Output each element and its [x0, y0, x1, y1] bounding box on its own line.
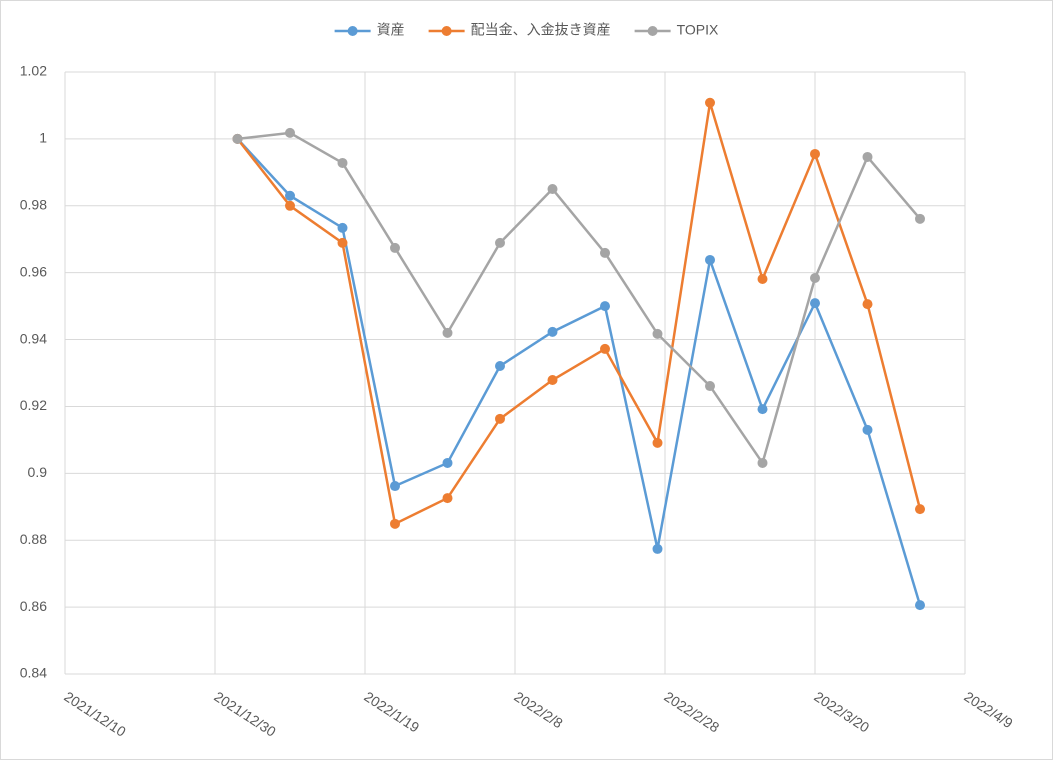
- data-point: [495, 237, 505, 248]
- data-point: [337, 157, 348, 168]
- y-tick-label: 0.84: [20, 665, 47, 681]
- data-point: [390, 242, 400, 253]
- data-point: [652, 328, 663, 339]
- data-point: [652, 543, 663, 554]
- y-tick-label: 1: [39, 130, 47, 146]
- data-point: [915, 600, 925, 611]
- y-tick-label: 0.96: [20, 263, 47, 279]
- data-point: [600, 343, 610, 354]
- legend-marker: [347, 26, 358, 36]
- data-point: [915, 213, 925, 224]
- legend-item: TOPIX: [634, 22, 719, 38]
- data-point: [390, 481, 400, 492]
- legend: 資産 配当金、入金抜き資産 TOPIX: [334, 22, 719, 38]
- data-point: [390, 518, 400, 529]
- data-point: [285, 190, 295, 201]
- data-point: [810, 298, 820, 309]
- legend-item: 資産: [334, 22, 405, 38]
- data-point: [862, 151, 873, 162]
- legend-label: 資産: [377, 22, 405, 38]
- y-tick-label: 1.02: [20, 63, 47, 79]
- legend-item: 配当金、入金抜き資産: [428, 22, 611, 38]
- data-point: [652, 437, 663, 448]
- data-point: [757, 274, 768, 285]
- data-point: [337, 222, 348, 233]
- data-point: [705, 254, 715, 265]
- data-point: [495, 360, 505, 371]
- series-line: [236, 102, 922, 526]
- data-point: [862, 424, 873, 435]
- data-point: [757, 404, 768, 415]
- legend-label: TOPIX: [677, 22, 719, 38]
- y-tick-label: 0.86: [20, 598, 47, 614]
- data-point: [600, 247, 610, 258]
- y-tick-label: 0.94: [20, 330, 47, 346]
- data-point: [337, 237, 348, 248]
- data-point: [862, 299, 873, 310]
- y-tick-label: 0.88: [20, 531, 47, 547]
- data-point: [600, 301, 610, 312]
- data-point: [442, 327, 453, 338]
- data-point: [705, 381, 715, 392]
- data-point: [547, 184, 558, 195]
- data-point: [442, 457, 453, 468]
- data-point: [915, 504, 925, 515]
- data-point: [810, 273, 820, 284]
- data-point: [285, 200, 295, 211]
- data-point: [232, 133, 243, 144]
- data-point: [547, 326, 558, 337]
- legend-marker: [441, 26, 452, 36]
- data-point: [495, 413, 505, 424]
- data-point: [547, 375, 558, 386]
- data-point: [442, 493, 453, 504]
- data-point: [810, 148, 820, 159]
- legend-marker: [647, 26, 658, 36]
- series-line: [236, 138, 922, 606]
- y-tick-label: 0.9: [28, 464, 48, 480]
- series-line: [237, 131, 921, 466]
- data-point: [705, 97, 715, 108]
- y-tick-label: 0.98: [20, 196, 47, 212]
- legend-label: 配当金、入金抜き資産: [471, 22, 611, 38]
- data-point: [757, 457, 768, 468]
- y-tick-label: 0.92: [20, 397, 47, 413]
- data-point: [285, 127, 295, 138]
